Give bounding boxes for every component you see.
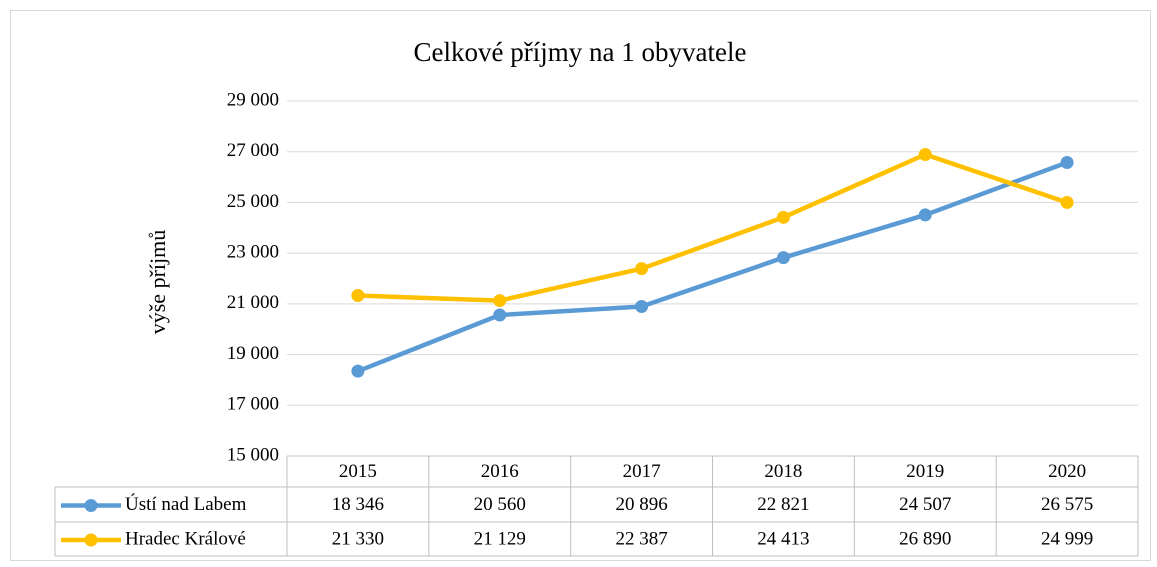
table-value: 18 346 [332, 494, 384, 515]
table-value: 22 821 [757, 494, 809, 515]
point-marker [1060, 155, 1074, 169]
y-tick-label: 19 000 [227, 343, 279, 364]
x-tick-label: 2018 [764, 461, 802, 482]
table-value: 21 330 [332, 528, 384, 549]
table-value: 26 575 [1041, 494, 1093, 515]
point-marker [493, 308, 507, 322]
table-value: 21 129 [474, 528, 526, 549]
chart-title: Celkové příjmy na 1 obyvatele [414, 37, 747, 67]
y-tick-label: 25 000 [227, 191, 279, 212]
y-tick-label: 17 000 [227, 394, 279, 415]
table-value: 20 560 [474, 494, 526, 515]
x-tick-label: 2015 [339, 461, 377, 482]
point-marker [351, 288, 365, 302]
point-marker [918, 208, 932, 222]
y-tick-label: 27 000 [227, 140, 279, 161]
table-value: 22 387 [615, 528, 667, 549]
point-marker [635, 262, 649, 276]
y-axis-label: výše příjmů [145, 230, 170, 335]
y-tick-label: 15 000 [227, 444, 279, 465]
series-line [357, 160, 1068, 374]
point-marker [776, 210, 790, 224]
y-tick-label: 23 000 [227, 242, 279, 263]
legend-marker [84, 499, 98, 512]
point-marker [918, 148, 932, 162]
table-value: 20 896 [615, 494, 667, 515]
x-tick-label: 2019 [906, 461, 944, 482]
series-line [357, 152, 1068, 303]
x-tick-label: 2020 [1048, 461, 1086, 482]
legend-label: Ústí nad Labem [125, 493, 247, 515]
y-tick-label: 21 000 [227, 292, 279, 313]
point-marker [776, 251, 790, 265]
point-marker [493, 294, 507, 308]
y-tick-label: 29 000 [227, 89, 279, 110]
x-tick-label: 2016 [481, 461, 519, 482]
table-value: 24 999 [1041, 528, 1093, 549]
x-tick-label: 2017 [623, 461, 661, 482]
point-marker [1060, 195, 1074, 209]
legend-label: Hradec Králové [125, 528, 246, 549]
table-value: 26 890 [899, 528, 951, 549]
table-value: 24 413 [757, 528, 809, 549]
legend-marker [84, 533, 98, 547]
table-value: 24 507 [899, 494, 951, 515]
chart-border [10, 10, 1151, 561]
point-marker [635, 299, 649, 313]
point-marker [351, 364, 365, 378]
